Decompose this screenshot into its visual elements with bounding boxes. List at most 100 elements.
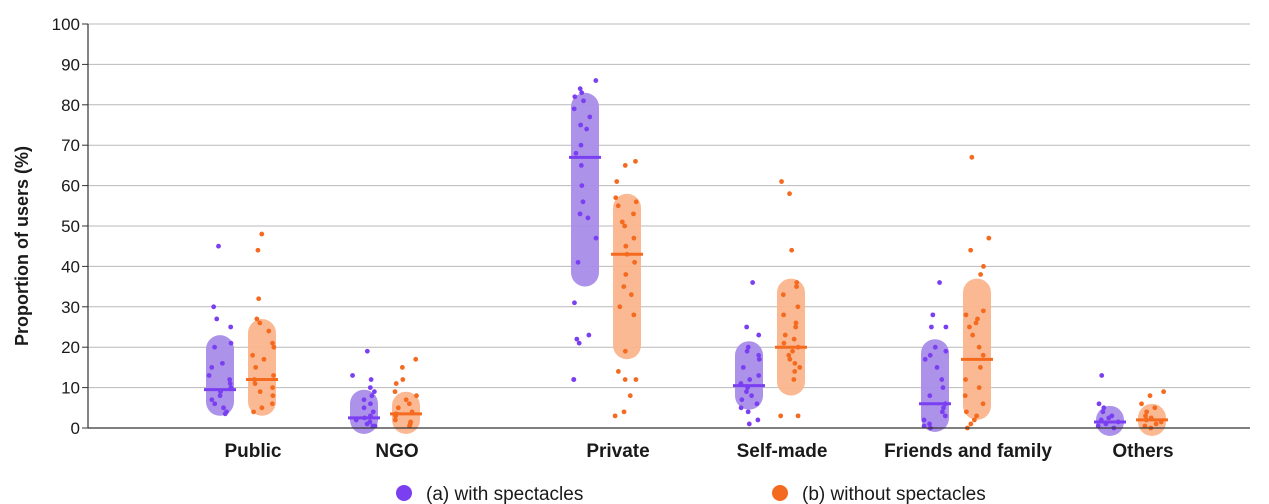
data-point: [794, 284, 799, 289]
data-point: [791, 377, 797, 382]
data-point: [206, 373, 212, 378]
data-point: [778, 413, 784, 419]
data-point: [364, 421, 370, 427]
data-point: [270, 340, 275, 346]
data-point: [222, 411, 228, 417]
data-point: [619, 219, 625, 225]
data-point: [633, 158, 638, 164]
data-point: [577, 86, 583, 92]
data-point: [577, 211, 583, 217]
data-point: [350, 373, 355, 378]
data-point: [986, 235, 992, 241]
legend-label: (b) without spectacles: [802, 484, 986, 504]
data-point: [930, 312, 936, 318]
data-point: [257, 389, 263, 395]
data-point: [793, 320, 799, 326]
data-point: [593, 235, 599, 241]
data-point: [1161, 389, 1167, 395]
data-point: [790, 348, 795, 354]
data-point: [579, 183, 585, 189]
data-point: [621, 409, 627, 415]
data-point: [361, 405, 367, 411]
data-point: [793, 324, 799, 330]
data-point: [255, 247, 261, 253]
data-point: [364, 348, 370, 354]
data-point: [623, 243, 629, 249]
data-point: [969, 154, 975, 160]
data-point: [593, 78, 599, 83]
data-point: [367, 385, 373, 390]
data-point: [216, 243, 221, 249]
data-point: [756, 332, 762, 338]
data-point: [1106, 415, 1112, 421]
data-point: [963, 377, 968, 382]
data-point: [943, 348, 949, 354]
y-tick-label: 100: [52, 15, 80, 34]
data-point: [971, 417, 977, 423]
data-point: [253, 365, 259, 370]
y-tick-label: 70: [61, 136, 80, 155]
category-label: Private: [586, 441, 649, 462]
data-point: [939, 409, 945, 415]
data-point: [792, 369, 798, 374]
data-point: [361, 397, 367, 403]
data-point: [270, 385, 275, 390]
data-point: [615, 203, 621, 209]
data-point: [795, 304, 801, 310]
data-point: [744, 324, 750, 330]
y-tick-label: 0: [71, 419, 80, 438]
data-point: [744, 389, 749, 395]
data-point: [980, 352, 986, 358]
data-point: [631, 235, 637, 241]
data-point: [212, 401, 218, 407]
data-point: [970, 332, 976, 338]
data-point: [587, 114, 593, 120]
data-point: [940, 385, 946, 390]
data-point: [395, 405, 401, 411]
data-point: [217, 393, 223, 399]
data-point: [927, 421, 932, 427]
data-point: [782, 332, 788, 338]
data-point: [922, 356, 928, 362]
data-point: [921, 417, 927, 423]
data-point: [573, 150, 579, 156]
data-point: [780, 292, 786, 298]
data-point: [631, 211, 636, 217]
iqr-band: [248, 319, 276, 416]
data-point: [747, 377, 753, 382]
data-point: [976, 344, 982, 350]
y-tick-label: 60: [61, 177, 80, 196]
data-point: [981, 264, 986, 269]
data-point: [269, 401, 275, 407]
legend: (a) with spectacles (b) without spectacle…: [396, 484, 986, 504]
data-point: [750, 280, 756, 285]
data-point: [254, 316, 260, 322]
data-point: [1096, 401, 1102, 407]
data-point: [1153, 421, 1159, 427]
data-point: [612, 413, 618, 419]
category-label: Self-made: [737, 441, 828, 462]
data-point: [613, 195, 619, 201]
data-point: [214, 316, 220, 322]
data-point: [633, 377, 639, 382]
iqr-band: [963, 278, 991, 420]
data-point: [615, 369, 621, 374]
gridlines: [88, 23, 1250, 389]
data-point: [943, 324, 949, 330]
data-point: [256, 296, 262, 302]
data-point: [413, 356, 419, 362]
data-point: [973, 320, 979, 326]
data-point: [739, 397, 745, 403]
data-point: [795, 413, 801, 419]
data-point: [211, 304, 217, 310]
data-point: [738, 405, 744, 411]
y-tick-label: 90: [61, 55, 80, 74]
data-point: [967, 324, 972, 330]
y-tick-label: 10: [61, 379, 80, 398]
data-point: [631, 312, 637, 318]
data-point: [934, 365, 940, 370]
data-point: [257, 320, 263, 326]
data-point: [271, 373, 276, 378]
data-point: [1143, 413, 1148, 419]
